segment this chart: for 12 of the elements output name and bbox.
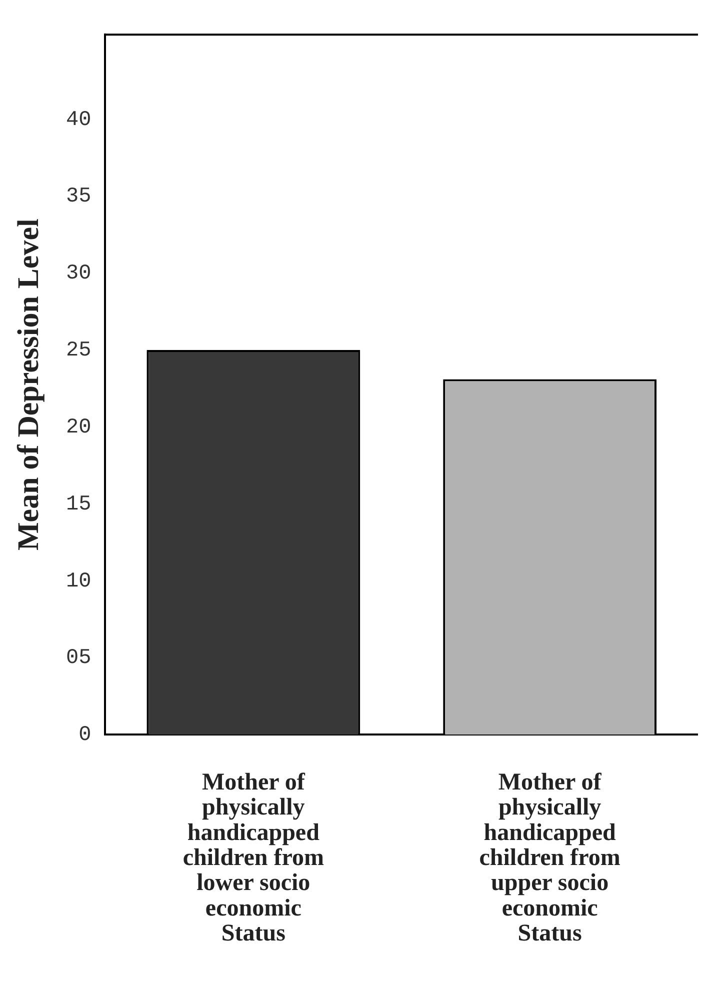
y-tick-label: 10 (66, 570, 92, 594)
y-tick-label: 35 (66, 186, 92, 209)
y-tick-label: 30 (66, 262, 92, 286)
y-tick-label: 40 (66, 108, 92, 132)
y-tick-label: 05 (66, 647, 92, 670)
y-tick-label: 25 (66, 340, 92, 363)
y-axis-title: Mean of Depression Level (12, 218, 45, 551)
y-tick-label: 0 (78, 724, 92, 748)
x-tick-label: Mother of physically handicapped children from upper socio economic Status (479, 769, 620, 947)
y-tick-label: 15 (66, 493, 92, 516)
y-tick-label: 20 (66, 416, 92, 440)
x-tick-label: Mother of physically handicapped children from lower socio economic Status (182, 769, 324, 947)
